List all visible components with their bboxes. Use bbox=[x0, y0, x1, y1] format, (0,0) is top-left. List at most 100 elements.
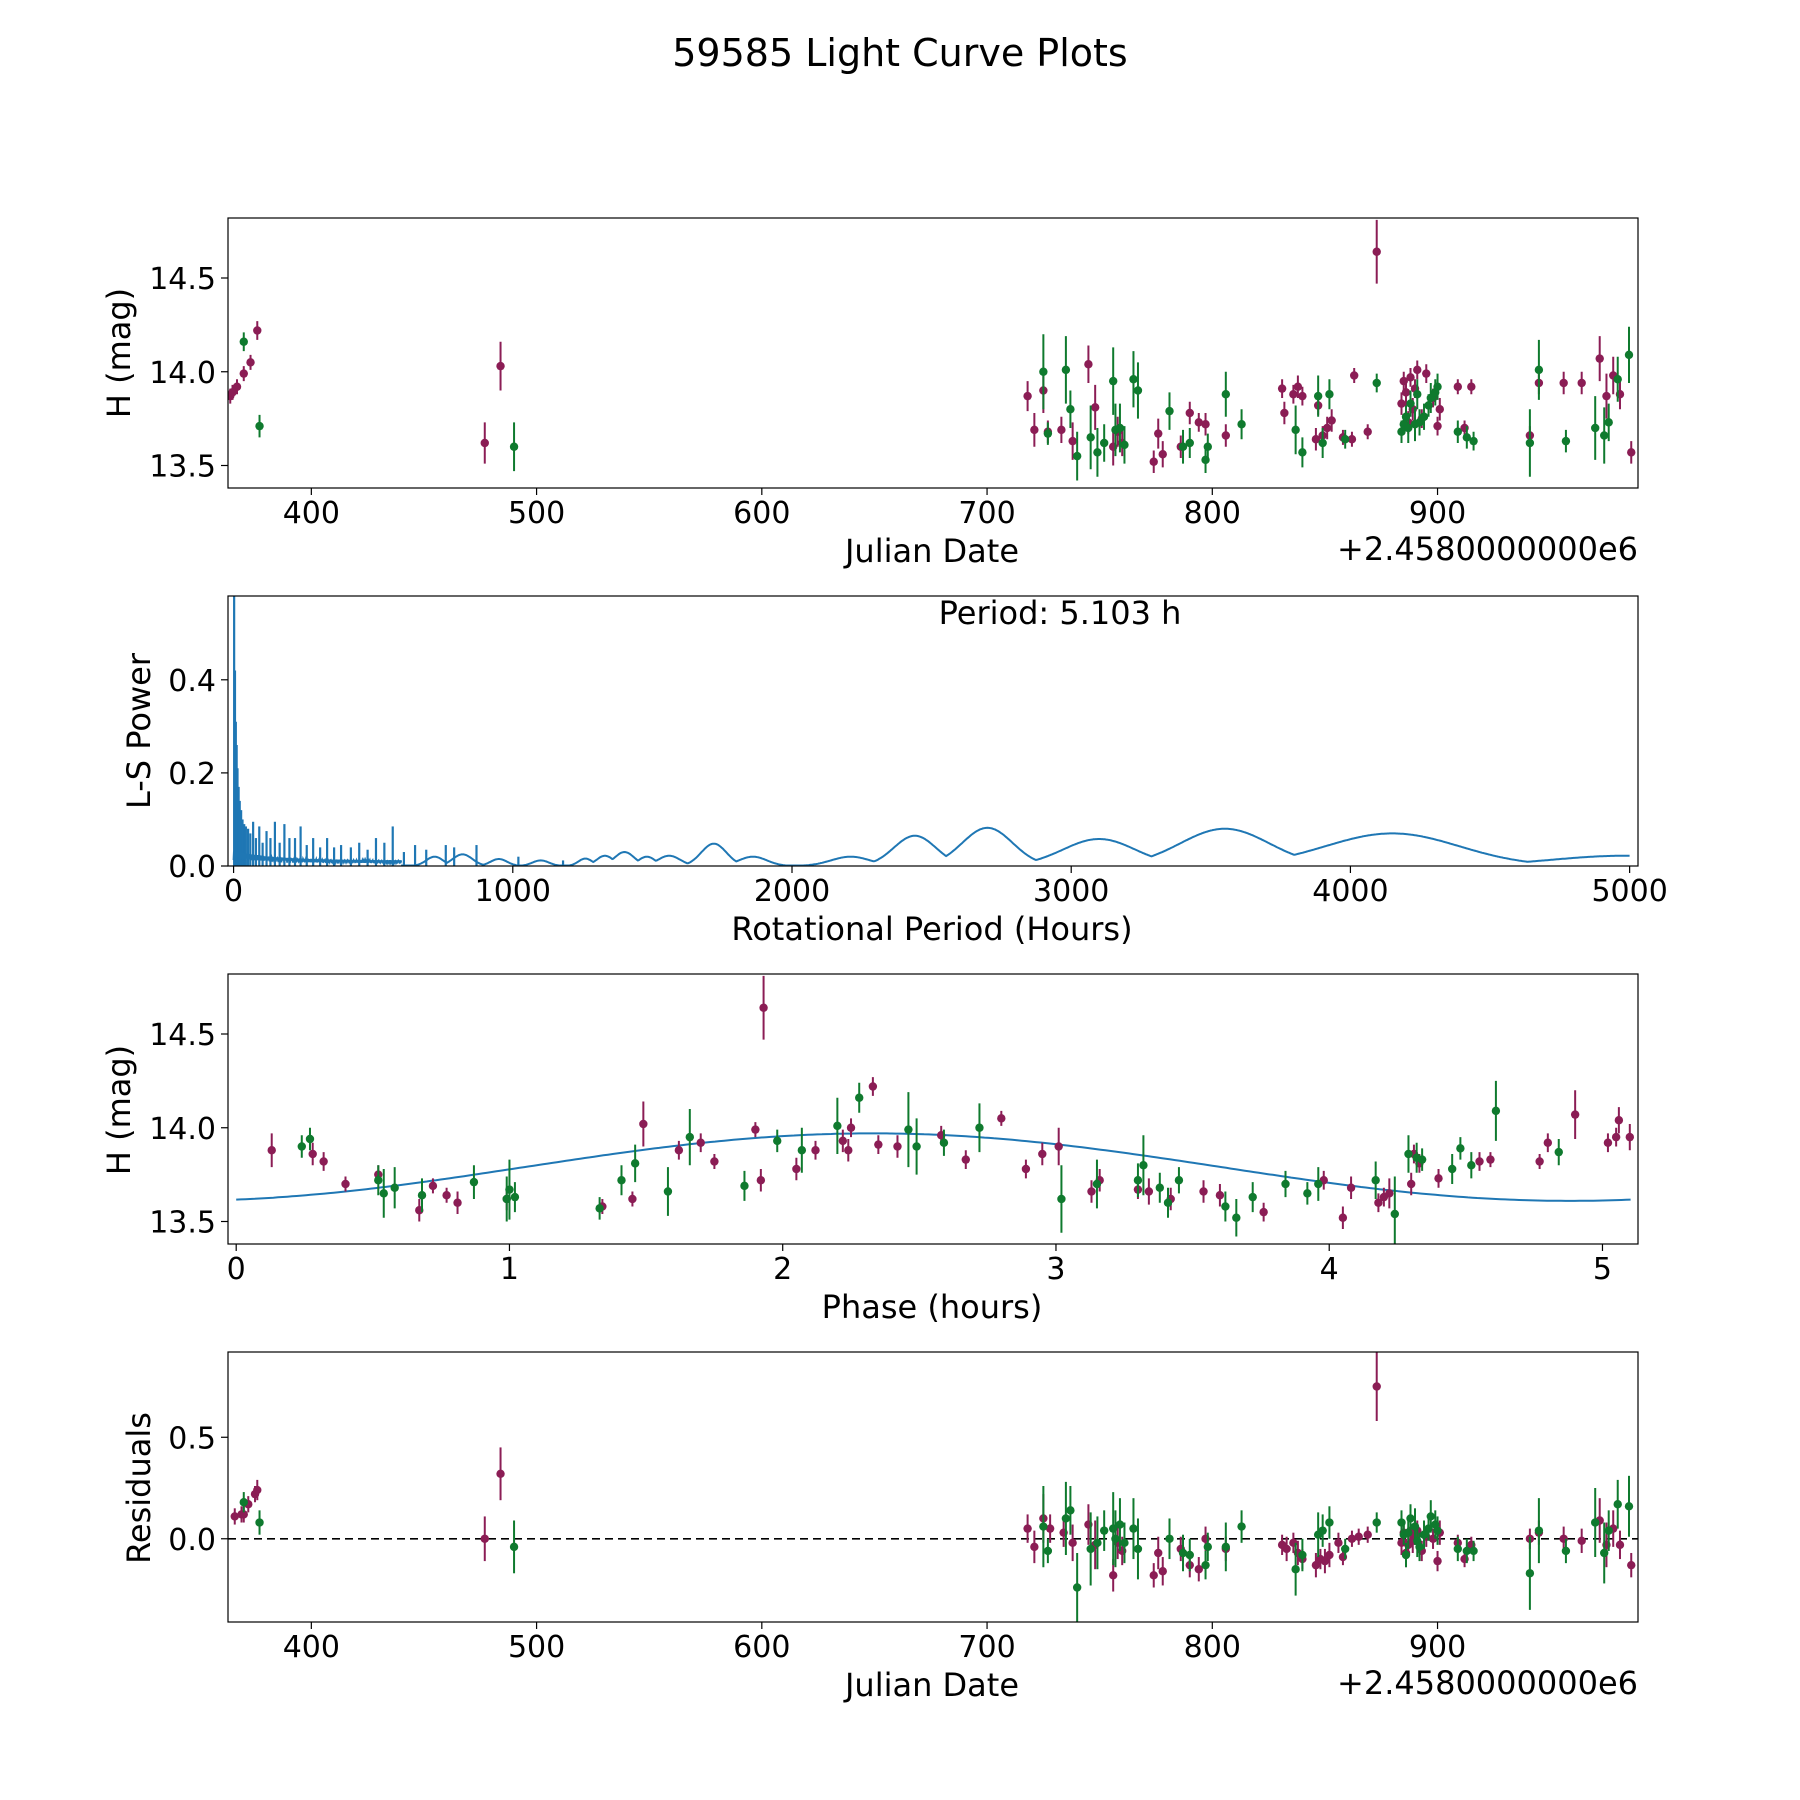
phasefold-data-point bbox=[893, 1142, 902, 1151]
phasefold-data-point bbox=[308, 1149, 317, 1159]
phasefold-data-point bbox=[1163, 1198, 1173, 1207]
residuals-data-point bbox=[1068, 1538, 1077, 1548]
residuals-data-point bbox=[1591, 1518, 1600, 1527]
residuals-data-point bbox=[496, 1469, 505, 1479]
lightcurve-data-point bbox=[1280, 408, 1289, 418]
phasefold-panel: Phase (hours) H (mag) 0 1 2 3 4 5 13.5 14.0 14.5 bbox=[100, 973, 1639, 1326]
residuals-data-point bbox=[1433, 1556, 1442, 1566]
phasefold-data-point bbox=[1259, 1207, 1268, 1217]
phasefold-data-point bbox=[844, 1146, 853, 1155]
residuals-data-point bbox=[1072, 1583, 1082, 1592]
lightcurve-data-point bbox=[1401, 388, 1411, 397]
periodogram-xtick-label: 2000 bbox=[754, 874, 830, 909]
residuals-data-point bbox=[1133, 1544, 1143, 1554]
phasefold-data-point bbox=[912, 1142, 921, 1151]
phasefold-data-point bbox=[868, 1082, 878, 1091]
phasefold-data-point bbox=[442, 1191, 451, 1200]
lightcurve-data-point bbox=[228, 388, 237, 397]
lightcurve-data-point bbox=[1627, 448, 1636, 457]
lightcurve-data-point bbox=[1120, 440, 1129, 450]
lightcurve-data-point bbox=[1203, 442, 1212, 451]
phasefold-data-point bbox=[1625, 1132, 1635, 1142]
residuals-data-point bbox=[1372, 1382, 1381, 1391]
residuals-data-point bbox=[1201, 1560, 1210, 1570]
lightcurve-data-point bbox=[1600, 431, 1609, 440]
lightcurve-data-point bbox=[1072, 451, 1082, 461]
residuals-data-point bbox=[1030, 1542, 1039, 1552]
phasefold-data-point bbox=[1404, 1149, 1413, 1159]
phasefold-data-point bbox=[1248, 1192, 1257, 1202]
phasefold-data-point bbox=[453, 1198, 462, 1207]
residuals-data-point bbox=[1108, 1571, 1118, 1580]
lightcurve-data-point bbox=[1559, 378, 1568, 388]
lightcurve-data-point bbox=[1453, 382, 1463, 391]
phasefold-data-point bbox=[1215, 1191, 1225, 1200]
phasefold-data-point bbox=[505, 1185, 514, 1194]
lightcurve-ytick-label: 14.0 bbox=[149, 356, 216, 391]
lightcurve-xtick-label: 800 bbox=[1184, 496, 1241, 531]
phasefold-data-point bbox=[1155, 1183, 1165, 1192]
residuals-data-point bbox=[1086, 1544, 1095, 1554]
phasefold-data-point bbox=[1467, 1161, 1476, 1170]
residuals-data-point bbox=[1115, 1520, 1125, 1529]
phasefold-data-point bbox=[374, 1176, 383, 1185]
residuals-data-point bbox=[1120, 1538, 1129, 1548]
lightcurve-data-point bbox=[1237, 420, 1246, 429]
periodogram-ytick-label: 0.2 bbox=[168, 757, 216, 792]
phasefold-data-point bbox=[1475, 1157, 1484, 1166]
figure-title: 59585 Light Curve Plots bbox=[672, 31, 1127, 75]
lightcurve-data-point bbox=[1221, 431, 1231, 440]
residuals-data-point bbox=[1577, 1536, 1586, 1545]
residuals-data-point bbox=[1627, 1560, 1636, 1570]
phasefold-data-point bbox=[1221, 1202, 1230, 1211]
lightcurve-data-point bbox=[1561, 436, 1571, 446]
phasefold-data-point bbox=[628, 1194, 637, 1204]
residuals-data-point bbox=[1406, 1514, 1415, 1523]
lightcurve-xtick-label: 900 bbox=[1409, 496, 1466, 531]
phasefold-xtick-label: 1 bbox=[500, 1252, 519, 1287]
lightcurve-frame bbox=[227, 217, 1639, 489]
phasefold-data-point bbox=[319, 1157, 328, 1166]
lightcurve-data-point bbox=[1093, 448, 1102, 457]
lightcurve-data-point bbox=[1340, 435, 1350, 444]
residuals-data-point bbox=[509, 1542, 519, 1552]
residuals-data-point bbox=[1624, 1502, 1634, 1511]
lightcurve-data-point bbox=[1293, 382, 1303, 391]
lightcurve-data-point bbox=[1298, 391, 1307, 401]
lightcurve-data-point bbox=[1591, 423, 1600, 433]
lightcurve-data-point bbox=[1397, 399, 1406, 408]
residuals-data-point bbox=[1419, 1530, 1429, 1539]
phasefold-ytick-label: 13.5 bbox=[149, 1206, 216, 1241]
residuals-data-point bbox=[1291, 1565, 1300, 1574]
lightcurve-data-point bbox=[1133, 386, 1143, 395]
lightcurve-data-point bbox=[1525, 438, 1535, 448]
residuals-data-point bbox=[1203, 1542, 1212, 1552]
phasefold-data-point bbox=[305, 1134, 315, 1144]
periodogram-xtick-label: 3000 bbox=[1033, 874, 1109, 909]
phasefold-data-point bbox=[997, 1114, 1006, 1123]
lightcurve-data-point bbox=[1469, 436, 1478, 446]
residuals-data-point bbox=[1194, 1565, 1203, 1574]
lightcurve-data-point bbox=[1061, 365, 1071, 375]
periodogram-ylabel: L-S Power bbox=[120, 652, 158, 809]
residuals-points bbox=[230, 1352, 1636, 1622]
phasefold-data-point bbox=[710, 1157, 719, 1166]
phasefold-data-point bbox=[696, 1138, 705, 1147]
phasefold-data-point bbox=[1406, 1179, 1416, 1189]
phasefold-data-point bbox=[1447, 1164, 1457, 1174]
residuals-data-point bbox=[1525, 1569, 1535, 1578]
phasefold-data-point bbox=[756, 1176, 766, 1185]
residuals-ylabel: Residuals bbox=[120, 1412, 158, 1564]
residuals-data-point bbox=[1401, 1550, 1411, 1560]
phasefold-ytick-label: 14.5 bbox=[149, 1018, 216, 1053]
lightcurve-data-point bbox=[1372, 378, 1381, 388]
periodogram-ytick-label: 0.4 bbox=[168, 664, 216, 699]
lightcurve-data-point bbox=[1413, 390, 1422, 399]
lightcurve-data-point bbox=[1149, 457, 1158, 466]
lightcurve-data-point bbox=[1313, 391, 1323, 401]
residuals-data-point bbox=[1615, 1540, 1625, 1550]
residuals-xtick-label: 500 bbox=[508, 1630, 565, 1665]
lightcurve-data-point bbox=[232, 382, 242, 391]
lightcurve-data-point bbox=[1453, 427, 1463, 436]
lightcurve-data-point bbox=[1277, 384, 1287, 393]
